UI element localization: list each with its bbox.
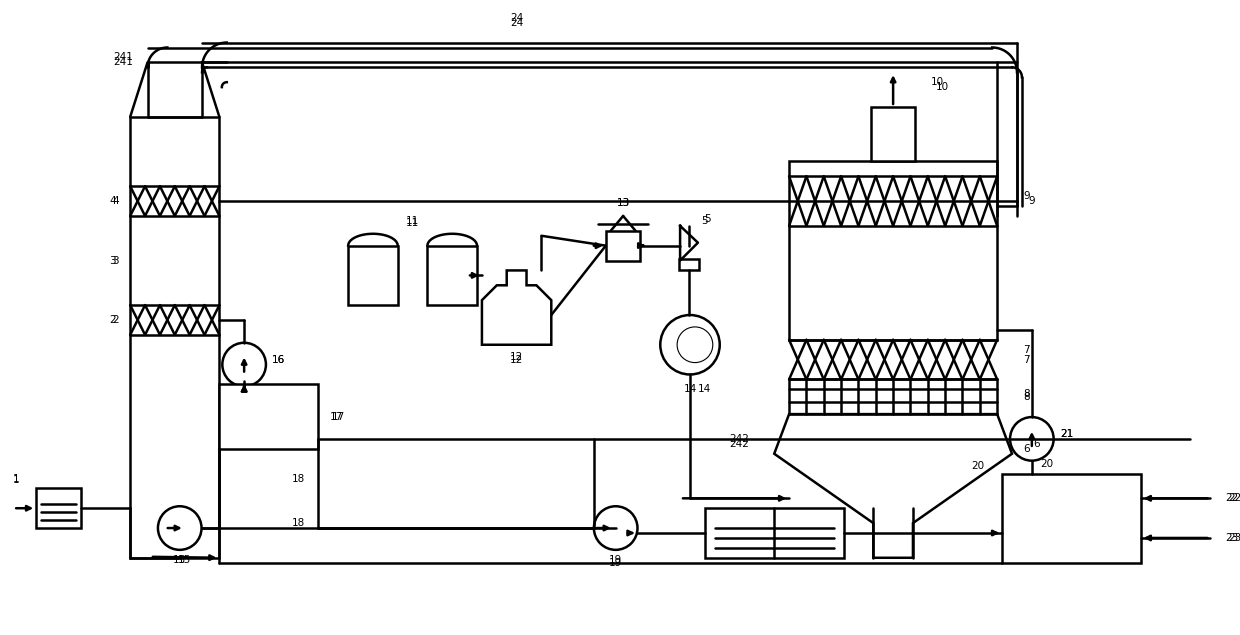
Bar xyxy=(606,231,641,260)
Text: 17: 17 xyxy=(331,411,345,422)
Text: 6: 6 xyxy=(1033,439,1040,449)
Bar xyxy=(36,488,81,528)
Text: 241: 241 xyxy=(113,57,133,67)
Text: 242: 242 xyxy=(729,439,749,449)
Text: 3: 3 xyxy=(112,255,119,265)
Text: 13: 13 xyxy=(616,198,630,208)
Text: 19: 19 xyxy=(609,558,622,568)
Text: 2: 2 xyxy=(112,315,119,325)
Bar xyxy=(680,258,699,271)
Text: 14: 14 xyxy=(683,384,697,394)
Text: 3: 3 xyxy=(109,255,115,265)
Text: 18: 18 xyxy=(291,474,305,483)
Circle shape xyxy=(677,327,713,363)
Text: 5: 5 xyxy=(702,216,708,226)
Text: 6: 6 xyxy=(1023,444,1030,454)
Circle shape xyxy=(660,315,719,375)
Bar xyxy=(1002,474,1141,563)
Text: 8: 8 xyxy=(1023,389,1030,399)
Text: 241: 241 xyxy=(113,53,133,62)
Bar xyxy=(870,107,915,161)
Text: 23: 23 xyxy=(1225,533,1239,543)
Text: 13: 13 xyxy=(616,198,630,208)
Text: 19: 19 xyxy=(609,555,622,565)
Bar xyxy=(130,117,219,558)
Bar xyxy=(789,161,997,340)
Text: 12: 12 xyxy=(510,352,523,362)
Text: 16: 16 xyxy=(273,354,285,364)
Text: 9: 9 xyxy=(1023,191,1030,201)
Text: 17: 17 xyxy=(330,411,343,422)
Text: 10: 10 xyxy=(936,82,950,92)
Text: 5: 5 xyxy=(704,214,712,224)
Bar xyxy=(219,384,319,449)
Text: 20: 20 xyxy=(971,460,983,471)
Text: 11: 11 xyxy=(405,218,419,228)
Polygon shape xyxy=(774,414,1012,558)
Text: 7: 7 xyxy=(1023,354,1030,364)
Text: 12: 12 xyxy=(510,354,523,364)
Circle shape xyxy=(222,343,265,386)
Text: 21: 21 xyxy=(1060,429,1073,439)
Text: 2: 2 xyxy=(109,315,115,325)
Text: 22: 22 xyxy=(1228,493,1240,504)
Circle shape xyxy=(1011,417,1054,460)
Text: 20: 20 xyxy=(1040,458,1053,469)
Text: 7: 7 xyxy=(1023,345,1030,355)
Text: 1: 1 xyxy=(12,474,20,485)
Text: 242: 242 xyxy=(729,434,749,444)
Polygon shape xyxy=(482,271,552,345)
Text: 8: 8 xyxy=(1023,392,1030,402)
Text: 18: 18 xyxy=(291,518,305,528)
Text: 22: 22 xyxy=(1225,493,1239,504)
Bar xyxy=(704,508,843,558)
Bar xyxy=(348,246,398,305)
Text: 1: 1 xyxy=(12,476,20,486)
Text: 24: 24 xyxy=(510,18,523,28)
Text: 15: 15 xyxy=(179,555,191,565)
Text: 10: 10 xyxy=(931,77,945,87)
Text: 21: 21 xyxy=(1060,429,1073,439)
Text: 4: 4 xyxy=(109,196,115,206)
Text: 16: 16 xyxy=(273,354,285,364)
Text: 4: 4 xyxy=(112,196,119,206)
Bar xyxy=(428,246,477,305)
Circle shape xyxy=(157,506,202,550)
Text: 11: 11 xyxy=(405,216,419,226)
Text: 24: 24 xyxy=(510,13,523,23)
Circle shape xyxy=(594,506,637,550)
Text: 23: 23 xyxy=(1228,533,1240,543)
Text: 14: 14 xyxy=(698,384,712,394)
Text: 9: 9 xyxy=(1028,196,1035,206)
Text: 15: 15 xyxy=(174,555,186,565)
